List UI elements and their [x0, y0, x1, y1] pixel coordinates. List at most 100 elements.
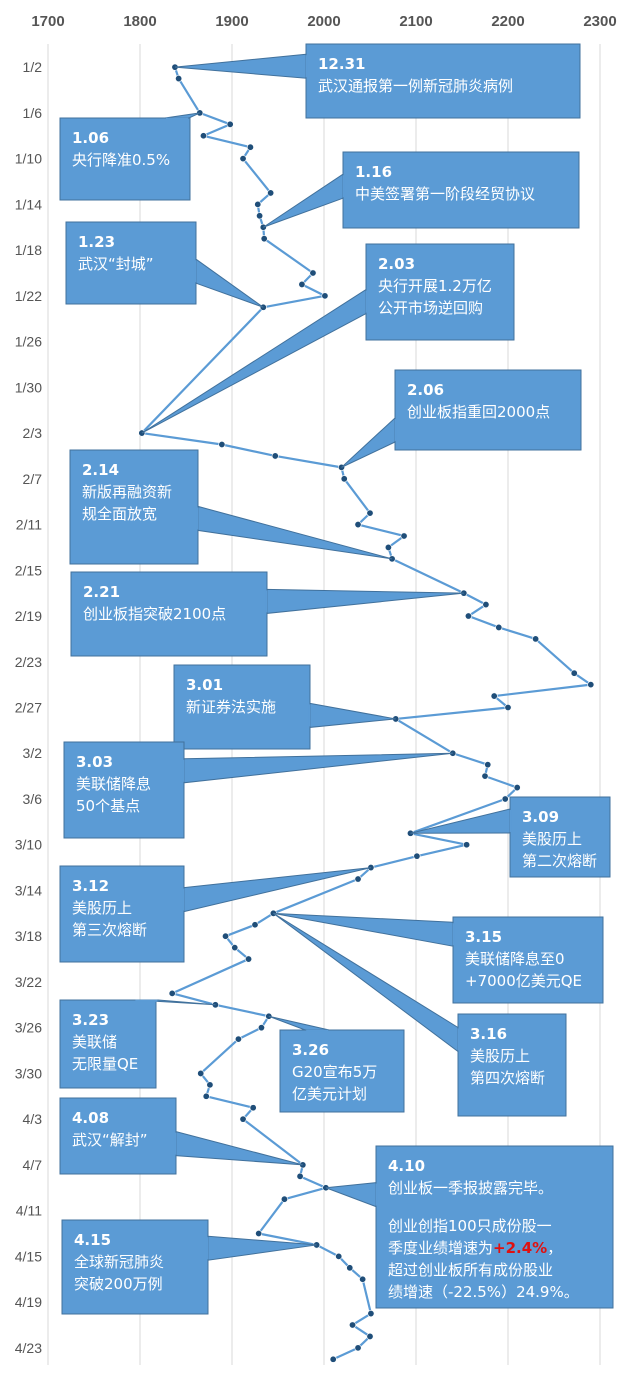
- data-point: [296, 1172, 304, 1180]
- data-point: [413, 852, 421, 860]
- callout-date: 3.09: [522, 808, 559, 826]
- callout-pointer: [164, 112, 201, 119]
- callout-box: [394, 369, 582, 451]
- callout-line: 武汉通报第一例新冠肺炎病例: [318, 77, 513, 95]
- callout-line: 第二次熔断: [522, 852, 597, 870]
- y-tick-label: 4/19: [15, 1294, 42, 1310]
- callout-box: [365, 243, 515, 341]
- callout-line: G20宣布5万: [292, 1063, 377, 1081]
- y-tick-label: 2/15: [15, 562, 42, 578]
- callout-box: [173, 664, 311, 750]
- data-point: [504, 703, 512, 711]
- x-tick-label: 2100: [399, 13, 432, 30]
- callout-box: [59, 1097, 177, 1175]
- callout-box: [509, 796, 611, 878]
- callout-pointer: [197, 505, 393, 560]
- y-tick-label: 3/26: [15, 1020, 42, 1036]
- data-point: [481, 772, 489, 780]
- callout-line: 第三次熔断: [72, 921, 147, 939]
- callout-line: 武汉“封城”: [78, 255, 154, 273]
- y-tick-label: 3/14: [15, 882, 42, 898]
- data-point: [495, 623, 503, 631]
- callout-date: 1.16: [355, 163, 392, 181]
- callout-pointer: [325, 1182, 377, 1208]
- y-tick-label: 2/19: [15, 608, 42, 624]
- callout-line: 50个基点: [76, 797, 140, 815]
- callout-line: 创业创指100只成份股一: [388, 1217, 552, 1235]
- callout-pointer: [268, 1015, 330, 1031]
- callout-a0408: 4.08 武汉“解封”: [59, 1097, 303, 1175]
- callout-date: 3.01: [186, 676, 223, 694]
- callout-line: 第四次熔断: [470, 1069, 545, 1087]
- data-point: [271, 452, 279, 460]
- data-point: [349, 1321, 357, 1329]
- y-tick-label: 4/7: [23, 1157, 43, 1173]
- data-point: [245, 955, 253, 963]
- data-point: [321, 292, 329, 300]
- x-tick-label: 1800: [123, 13, 156, 30]
- data-point: [366, 509, 374, 517]
- data-point: [251, 921, 259, 929]
- data-point: [463, 841, 471, 849]
- callout-pointer: [183, 752, 453, 784]
- callout-line: 美股历上: [522, 830, 582, 848]
- data-point: [384, 543, 392, 551]
- y-tick-label: 1/22: [15, 288, 42, 304]
- callout-a0206: 2.06 创业板指重回2000点: [341, 369, 582, 468]
- callout-line: 创业板指重回2000点: [407, 403, 550, 421]
- data-point: [298, 280, 306, 288]
- y-tick-label: 3/2: [23, 745, 43, 761]
- callout-line: 亿美元计划: [292, 1085, 367, 1103]
- callout-line: 美股历上: [72, 899, 132, 917]
- y-tick-label: 1/30: [15, 379, 42, 395]
- callout-box: [279, 1029, 405, 1113]
- data-point: [587, 681, 595, 689]
- y-tick-label: 1/14: [15, 196, 42, 212]
- x-tick-label: 1700: [31, 13, 64, 30]
- data-point: [175, 75, 183, 83]
- series-markers: [138, 63, 595, 1363]
- data-point: [359, 1275, 367, 1283]
- callout-box: [342, 151, 580, 229]
- y-tick-label: 2/3: [23, 425, 43, 441]
- callout-box: [452, 916, 604, 1004]
- data-point: [400, 532, 408, 540]
- callout-date: 2.03: [378, 255, 415, 273]
- callout-date: 3.23: [72, 1011, 109, 1029]
- callout-line: 季度业绩增速为+2.4%，: [388, 1239, 562, 1257]
- callout-line: 武汉“解封”: [72, 1131, 148, 1149]
- callout-box: [65, 221, 197, 305]
- callout-pointer: [410, 808, 511, 834]
- data-point: [354, 1344, 362, 1352]
- y-tick-label: 1/2: [23, 59, 43, 75]
- callout-date: 4.08: [72, 1109, 109, 1127]
- callout-line: 美联储降息至0: [465, 950, 565, 968]
- callout-pointer: [195, 258, 264, 308]
- data-point: [501, 795, 509, 803]
- data-point: [280, 1195, 288, 1203]
- data-point: [197, 1069, 205, 1077]
- callout-box: [69, 449, 199, 565]
- callout-date: 2.06: [407, 381, 444, 399]
- callout-pointer: [141, 288, 367, 434]
- y-tick-label: 2/7: [23, 471, 43, 487]
- data-point: [239, 155, 247, 163]
- y-tick-label: 1/10: [15, 151, 42, 167]
- y-tick-label: 4/3: [23, 1111, 43, 1127]
- y-tick-label: 2/23: [15, 654, 42, 670]
- callout-a1231: 12.31 武汉通报第一例新冠肺炎病例: [174, 43, 581, 119]
- y-tick-label: 3/30: [15, 1065, 42, 1081]
- data-point: [490, 692, 498, 700]
- y-tick-label: 4/15: [15, 1248, 42, 1264]
- data-point: [226, 120, 234, 128]
- callout-a0116: 1.16 中美签署第一阶段经贸协议: [263, 151, 580, 229]
- callout-date: 2.14: [82, 461, 119, 479]
- data-point: [367, 1310, 375, 1318]
- data-point: [346, 1264, 354, 1272]
- x-tick-label: 2200: [491, 13, 524, 30]
